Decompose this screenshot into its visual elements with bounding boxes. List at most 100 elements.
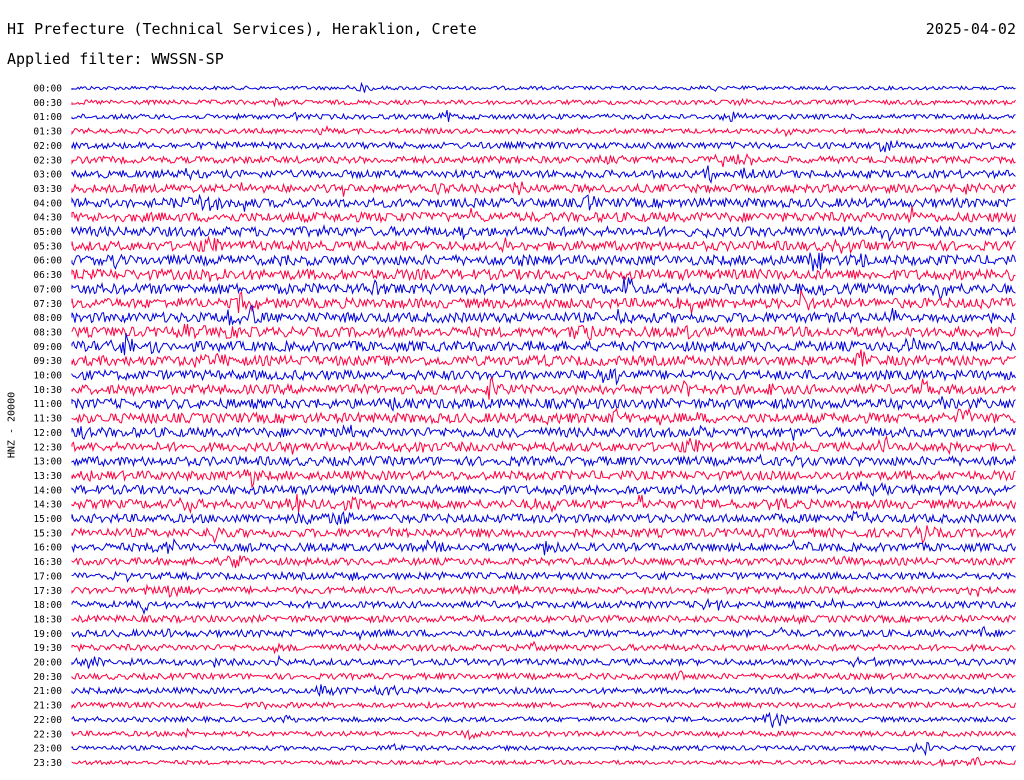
trace-line: [71, 267, 1016, 282]
trace-line: [71, 424, 1016, 441]
station-title: HI Prefecture (Technical Services), Hera…: [7, 20, 477, 38]
time-label: 12:00: [33, 428, 62, 439]
trace-line: [71, 435, 1016, 456]
time-label: 09:30: [33, 356, 62, 367]
time-label: 06:00: [33, 256, 62, 267]
time-label: 08:00: [33, 313, 62, 324]
time-label: 08:30: [33, 327, 62, 338]
trace-line: [71, 223, 1016, 242]
time-label: 12:30: [33, 442, 62, 453]
trace-line: [71, 304, 1016, 326]
time-label: 19:30: [33, 643, 62, 654]
trace-line: [71, 139, 1016, 153]
time-label: 14:00: [33, 485, 62, 496]
time-label: 23:30: [33, 758, 62, 769]
time-label: 20:30: [33, 672, 62, 683]
time-label: 04:00: [33, 198, 62, 209]
trace-line: [71, 625, 1016, 642]
time-label: 13:00: [33, 457, 62, 468]
trace-line: [71, 349, 1016, 368]
time-label: 16:00: [33, 543, 62, 554]
trace-line: [71, 205, 1016, 224]
trace-line: [71, 570, 1016, 583]
trace-line: [71, 323, 1016, 341]
time-label: 21:00: [33, 686, 62, 697]
record-date: 2025-04-02: [925, 20, 1016, 38]
trace-line: [71, 81, 1016, 93]
time-label: 07:00: [33, 284, 62, 295]
trace-line: [71, 252, 1016, 272]
trace-line: [71, 125, 1016, 138]
trace-line: [71, 181, 1016, 197]
trace-line: [71, 109, 1016, 122]
time-label: 09:00: [33, 342, 62, 353]
time-label: 18:30: [33, 614, 62, 625]
trace-line: [71, 453, 1016, 469]
time-label: 18:00: [33, 600, 62, 611]
filter-label: Applied filter: WWSSN-SP: [7, 50, 224, 68]
time-label: 11:30: [33, 414, 62, 425]
trace-line: [71, 583, 1016, 598]
time-label: 15:30: [33, 528, 62, 539]
time-label: 01:30: [33, 127, 62, 138]
trace-line: [71, 406, 1016, 426]
time-label: 00:30: [33, 98, 62, 109]
trace-line: [71, 276, 1016, 301]
time-label: 22:30: [33, 729, 62, 740]
trace-line: [71, 481, 1016, 497]
time-label: 02:30: [33, 155, 62, 166]
trace-line: [71, 193, 1016, 212]
time-label: 14:30: [33, 500, 62, 511]
time-label: 06:30: [33, 270, 62, 281]
trace-line: [71, 525, 1016, 545]
time-label: 17:00: [33, 571, 62, 582]
trace-line: [71, 640, 1016, 655]
time-label: 02:00: [33, 141, 62, 152]
trace-line: [71, 756, 1016, 768]
time-label: 07:30: [33, 299, 62, 310]
time-label: 03:00: [33, 170, 62, 181]
trace-line: [71, 97, 1016, 108]
trace-line: [71, 538, 1016, 556]
trace-line: [71, 727, 1016, 741]
trace-line: [71, 235, 1016, 255]
trace-line: [71, 597, 1016, 616]
time-label: 05:00: [33, 227, 62, 238]
trace-line: [71, 670, 1016, 682]
trace-line: [71, 396, 1016, 412]
trace-line: [71, 510, 1016, 526]
trace-line: [71, 165, 1016, 184]
time-label: 11:00: [33, 399, 62, 410]
time-label: 20:00: [33, 658, 62, 669]
trace-line: [71, 684, 1016, 697]
time-label: 10:30: [33, 385, 62, 396]
trace-line: [71, 368, 1016, 386]
time-label: 21:30: [33, 701, 62, 712]
trace-line: [71, 289, 1016, 314]
trace-line: [71, 555, 1016, 569]
time-label: 19:00: [33, 629, 62, 640]
trace-line: [71, 711, 1016, 728]
time-label: 22:00: [33, 715, 62, 726]
time-label: 05:30: [33, 241, 62, 252]
trace-line: [71, 469, 1016, 489]
trace-line: [71, 654, 1016, 669]
trace-line: [71, 153, 1016, 168]
time-label: 03:30: [33, 184, 62, 195]
time-label: 04:30: [33, 213, 62, 224]
time-label: 17:30: [33, 586, 62, 597]
trace-line: [71, 700, 1016, 711]
trace-line: [71, 376, 1016, 400]
trace-line: [71, 494, 1016, 514]
time-label: 10:00: [33, 371, 62, 382]
time-label: 01:00: [33, 112, 62, 123]
time-label: 13:30: [33, 471, 62, 482]
time-label: 16:30: [33, 557, 62, 568]
trace-line: [71, 613, 1016, 626]
trace-line: [71, 741, 1016, 757]
trace-line: [71, 333, 1016, 356]
time-label: 15:00: [33, 514, 62, 525]
time-label: 00:00: [33, 84, 62, 95]
time-label: 23:00: [33, 744, 62, 755]
